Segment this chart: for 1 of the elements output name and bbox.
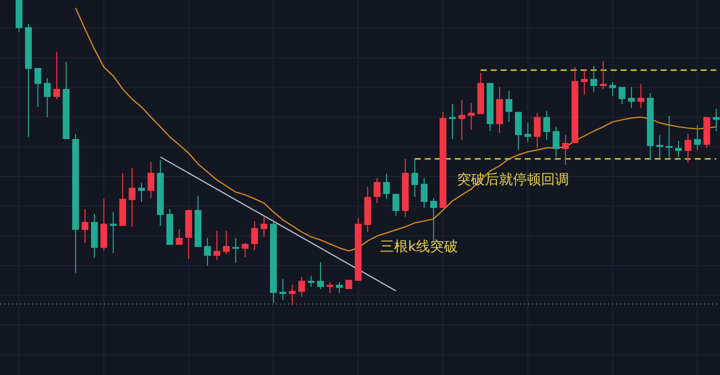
annotation: 三根k线突破 (380, 239, 458, 255)
